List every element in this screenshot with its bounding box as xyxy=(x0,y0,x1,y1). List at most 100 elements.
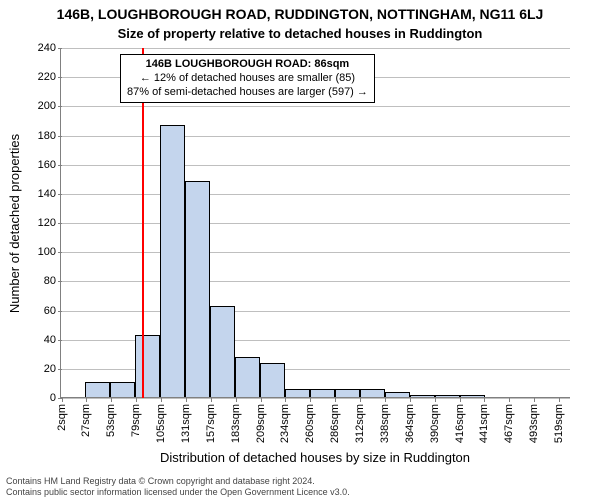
y-tick-label: 240 xyxy=(28,42,56,54)
x-tick-label: 157sqm xyxy=(205,404,217,443)
grid-line xyxy=(60,311,570,312)
y-tick-label: 40 xyxy=(28,334,56,346)
y-tick-mark xyxy=(58,77,62,78)
histogram-bar xyxy=(210,306,235,398)
y-tick-mark xyxy=(58,281,62,282)
y-tick-label: 160 xyxy=(28,159,56,171)
x-tick-mark xyxy=(435,398,436,402)
x-tick-label: 286sqm xyxy=(329,404,341,443)
x-tick-mark xyxy=(460,398,461,402)
y-tick-label: 20 xyxy=(28,363,56,375)
x-tick-label: 79sqm xyxy=(130,404,142,437)
x-tick-label: 27sqm xyxy=(80,404,92,437)
x-tick-mark xyxy=(186,398,187,402)
x-tick-label: 312sqm xyxy=(354,404,366,443)
y-axis-ticks: 020406080100120140160180200220240 xyxy=(30,48,58,398)
x-tick-mark xyxy=(86,398,87,402)
y-tick-mark xyxy=(58,106,62,107)
y-tick-mark xyxy=(58,48,62,49)
x-tick-mark xyxy=(161,398,162,402)
x-tick-label: 519sqm xyxy=(553,404,565,443)
chart-title: 146B, LOUGHBOROUGH ROAD, RUDDINGTON, NOT… xyxy=(0,6,600,22)
chart-container: { "chart": { "type": "histogram", "title… xyxy=(0,0,600,500)
x-tick-mark xyxy=(509,398,510,402)
y-tick-label: 100 xyxy=(28,246,56,258)
grid-line xyxy=(60,165,570,166)
y-tick-mark xyxy=(58,340,62,341)
x-axis-label: Distribution of detached houses by size … xyxy=(60,450,570,465)
x-tick-mark xyxy=(410,398,411,402)
histogram-bar xyxy=(235,357,260,398)
x-tick-label: 209sqm xyxy=(255,404,267,443)
x-tick-mark xyxy=(136,398,137,402)
grid-line xyxy=(60,48,570,49)
x-tick-mark xyxy=(335,398,336,402)
x-tick-label: 390sqm xyxy=(429,404,441,443)
x-tick-mark xyxy=(285,398,286,402)
annotation-line-2: ← 12% of detached houses are smaller (85… xyxy=(127,72,368,86)
copyright-line-2: Contains public sector information licen… xyxy=(6,487,350,498)
y-tick-mark xyxy=(58,194,62,195)
x-tick-mark xyxy=(534,398,535,402)
plot-area: 146B LOUGHBOROUGH ROAD: 86sqm ← 12% of d… xyxy=(60,48,570,398)
y-tick-mark xyxy=(58,223,62,224)
x-tick-label: 260sqm xyxy=(304,404,316,443)
x-tick-label: 131sqm xyxy=(180,404,192,443)
x-tick-label: 183sqm xyxy=(230,404,242,443)
x-tick-label: 2sqm xyxy=(56,404,68,431)
grid-line xyxy=(60,252,570,253)
x-tick-mark xyxy=(211,398,212,402)
x-tick-mark xyxy=(360,398,361,402)
x-tick-label: 338sqm xyxy=(379,404,391,443)
x-tick-mark xyxy=(236,398,237,402)
y-tick-label: 0 xyxy=(28,392,56,404)
y-tick-mark xyxy=(58,311,62,312)
x-tick-label: 441sqm xyxy=(478,404,490,443)
copyright-line-1: Contains HM Land Registry data © Crown c… xyxy=(6,476,350,487)
x-tick-mark xyxy=(261,398,262,402)
x-tick-label: 493sqm xyxy=(528,404,540,443)
histogram-bar xyxy=(160,125,185,398)
x-tick-mark xyxy=(559,398,560,402)
histogram-bar xyxy=(85,382,110,398)
x-tick-mark xyxy=(385,398,386,402)
x-tick-mark xyxy=(310,398,311,402)
y-tick-label: 200 xyxy=(28,100,56,112)
x-tick-label: 53sqm xyxy=(105,404,117,437)
histogram-bar xyxy=(110,382,135,398)
y-tick-label: 120 xyxy=(28,217,56,229)
x-tick-label: 416sqm xyxy=(454,404,466,443)
y-tick-label: 220 xyxy=(28,71,56,83)
grid-line xyxy=(60,223,570,224)
x-tick-label: 467sqm xyxy=(503,404,515,443)
y-tick-label: 180 xyxy=(28,130,56,142)
histogram-bar xyxy=(260,363,285,398)
y-tick-mark xyxy=(58,165,62,166)
x-tick-label: 364sqm xyxy=(404,404,416,443)
copyright-notice: Contains HM Land Registry data © Crown c… xyxy=(6,476,350,498)
grid-line xyxy=(60,194,570,195)
y-tick-label: 80 xyxy=(28,275,56,287)
x-axis-ticks: 2sqm27sqm53sqm79sqm105sqm131sqm157sqm183… xyxy=(60,398,570,458)
y-axis-label-text: Number of detached properties xyxy=(8,133,23,312)
y-axis-label: Number of detached properties xyxy=(8,48,22,398)
chart-subtitle: Size of property relative to detached ho… xyxy=(0,26,600,41)
y-tick-label: 60 xyxy=(28,305,56,317)
annotation-line-1: 146B LOUGHBOROUGH ROAD: 86sqm xyxy=(127,58,368,72)
histogram-bar xyxy=(135,335,160,398)
grid-line xyxy=(60,281,570,282)
y-tick-mark xyxy=(58,398,62,399)
x-tick-mark xyxy=(62,398,63,402)
x-tick-mark xyxy=(484,398,485,402)
y-tick-label: 140 xyxy=(28,188,56,200)
y-tick-mark xyxy=(58,136,62,137)
x-tick-mark xyxy=(111,398,112,402)
annotation-box: 146B LOUGHBOROUGH ROAD: 86sqm ← 12% of d… xyxy=(120,54,375,103)
histogram-bar xyxy=(185,181,210,398)
x-tick-label: 234sqm xyxy=(279,404,291,443)
grid-line xyxy=(60,106,570,107)
annotation-line-3: 87% of semi-detached houses are larger (… xyxy=(127,86,368,100)
grid-line xyxy=(60,136,570,137)
y-tick-mark xyxy=(58,369,62,370)
y-tick-mark xyxy=(58,252,62,253)
